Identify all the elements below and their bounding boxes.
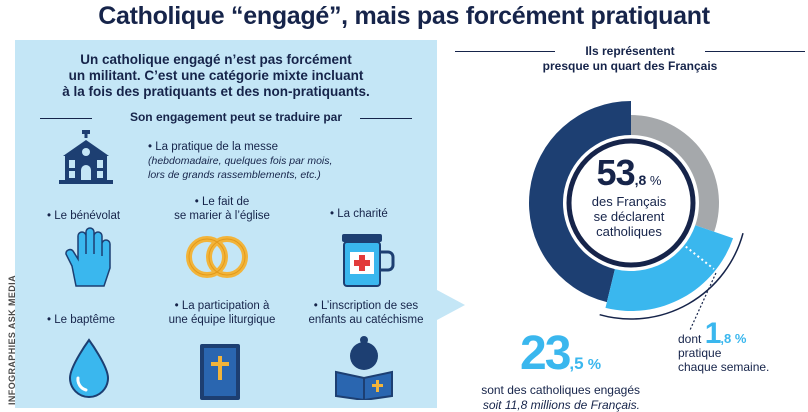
item-mariage-line-2: se marier à l’église [174, 210, 270, 222]
right-heading-rule-left [455, 51, 555, 52]
sub-heading-rule-right [360, 118, 412, 119]
engaged-line-1: sont des catholiques engagés [481, 383, 640, 397]
intro-line-3: à la fois des pratiquants et des non-pra… [62, 84, 370, 99]
practicing-line-2: chaque semaine. [678, 360, 770, 374]
item-mariage: • Le fait de se marier à l’église [162, 195, 282, 223]
engaged-figure: 23,5 % [520, 326, 601, 381]
item-liturgie: • La participation à une équipe liturgiq… [157, 299, 287, 327]
wedding-rings-icon [186, 236, 248, 278]
center-decimal: ,8 [634, 172, 647, 188]
practicing-marker [685, 245, 715, 270]
item-liturgie-line-1: • La participation à [174, 300, 270, 312]
sub-heading-text: Son engagement peut se traduire par [129, 110, 343, 124]
center-percent: % [646, 173, 662, 188]
center-line-2: se déclarent [593, 209, 665, 224]
water-drop-icon [68, 338, 110, 398]
donation-mug-icon [342, 234, 395, 287]
practicing-line-1: pratique [678, 346, 722, 360]
donut-center-ring [566, 138, 696, 268]
item-benevolat: • Le bénévolat [47, 210, 121, 222]
practicing-figure: dont 1,8 % pratique chaque semaine. [678, 319, 770, 375]
center-big-number: 53 [596, 152, 636, 193]
item-catechisme-line-1: • L’inscription de ses [313, 300, 419, 312]
item-charite: • La charité [330, 208, 388, 220]
donut-slice-catholics [631, 115, 719, 232]
engaged-big-number: 23 [520, 327, 571, 380]
practicing-percent: % [731, 331, 747, 346]
donut-slice-others [528, 101, 631, 303]
right-heading-line-1: Ils représentent [585, 44, 675, 58]
engaged-percent: % [583, 356, 602, 373]
right-heading-line-2: presque un quart des Français [542, 59, 718, 73]
item-messe-title: • La pratique de la messe [148, 141, 278, 153]
center-label: 53,8 % des Français se déclarent catholi… [574, 152, 684, 239]
center-line-1: des Français [591, 194, 667, 209]
panel-intro: Un catholique engagé n’est pas forcément… [46, 52, 386, 100]
child-reading-icon [335, 336, 393, 400]
engaged-bracket [599, 232, 744, 320]
practicing-big-number: 1 [704, 317, 722, 350]
page-title: Catholique “engagé”, mais pas forcément … [98, 2, 710, 30]
right-heading: Ils représentent presque un quart des Fr… [455, 44, 805, 78]
center-line-3: catholiques [596, 224, 662, 239]
item-messe-detail-2: lors de grands rassemblements, etc.) [148, 169, 321, 181]
item-liturgie-line-2: une équipe liturgique [168, 314, 276, 326]
item-mariage-line-1: • Le fait de [194, 196, 250, 208]
engaged-decimal: ,5 [569, 354, 584, 373]
practicing-prefix: dont [678, 332, 705, 346]
item-messe: • La pratique de la messe (hebdomadaire,… [148, 140, 378, 182]
practicing-decimal: ,8 [720, 331, 732, 346]
item-bapteme: • Le baptême [47, 314, 115, 326]
donut-slice-engaged [605, 225, 734, 311]
practicing-leader-line [689, 272, 717, 331]
right-heading-rule-right [705, 51, 805, 52]
engaged-caption: sont des catholiques engagés soit 11,8 m… [440, 383, 640, 412]
item-messe-detail-1: (hebdomadaire, quelques fois par mois, [148, 155, 333, 167]
intro-line-1: Un catholique engagé n’est pas forcément [80, 52, 352, 67]
item-catechisme: • L’inscription de ses enfants au catéch… [296, 299, 436, 327]
intro-line-2: un militant. C’est une catégorie mixte i… [68, 68, 364, 83]
sub-heading-rule-left [40, 118, 92, 119]
sub-heading: Son engagement peut se traduire par [40, 110, 432, 126]
bible-icon [200, 344, 240, 400]
engaged-line-2: soit 11,8 millions de Français. [482, 398, 640, 412]
church-icon [59, 130, 113, 184]
hand-icon [65, 227, 111, 287]
item-catechisme-line-2: enfants au catéchisme [308, 314, 424, 326]
